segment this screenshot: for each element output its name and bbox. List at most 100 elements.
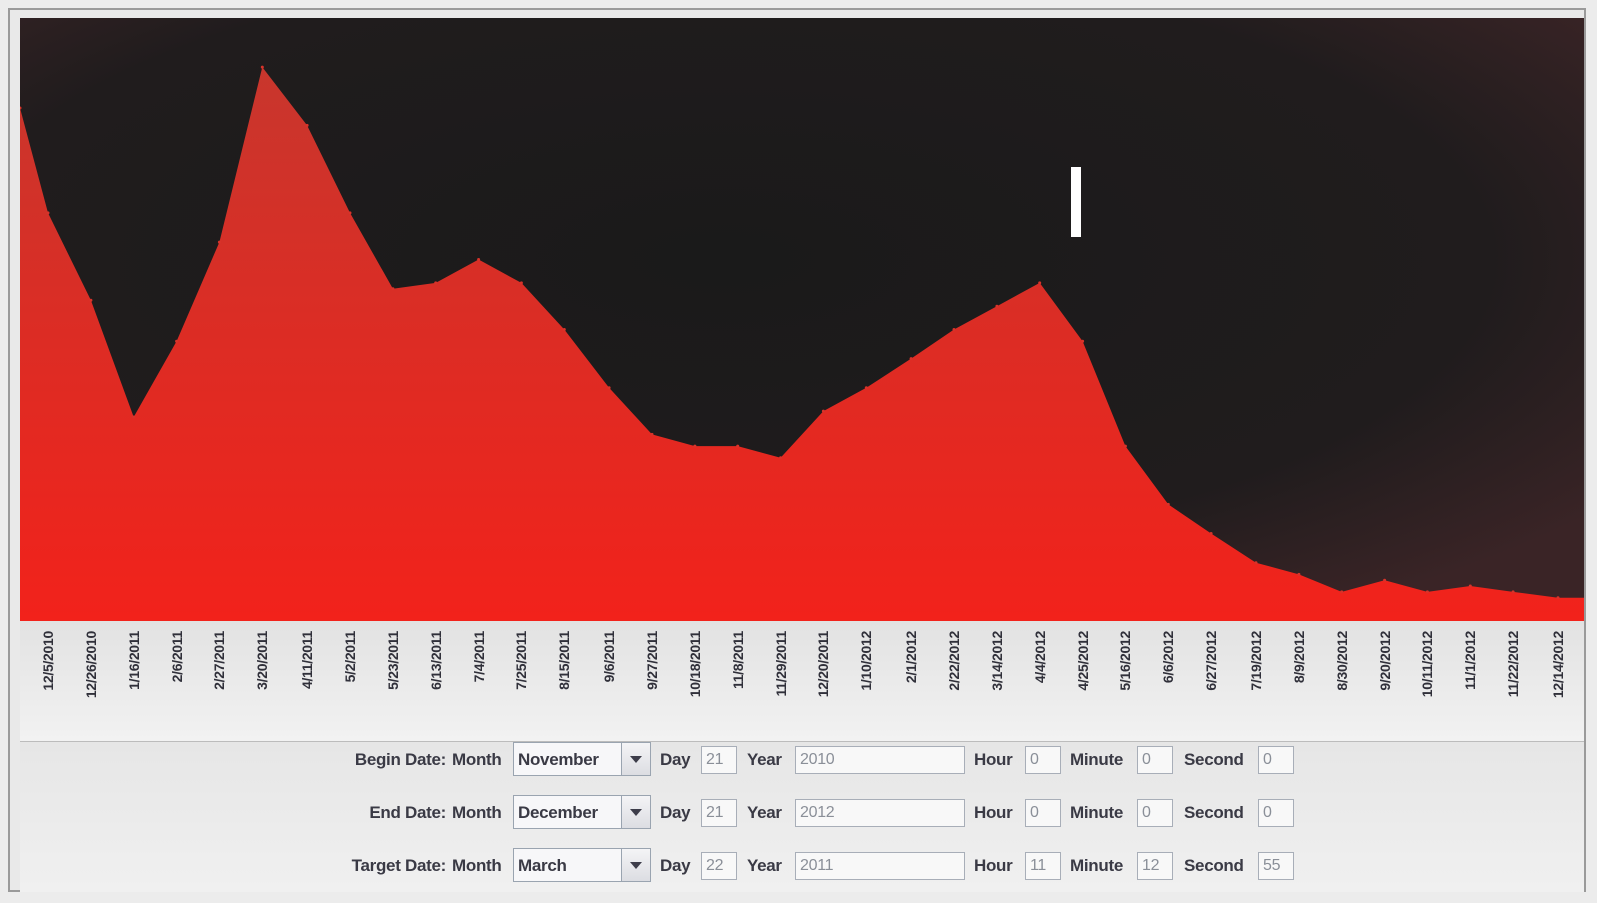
x-tick-label: 6/6/2012: [1160, 631, 1177, 684]
x-tick-label: 6/13/2011: [427, 631, 444, 690]
begin-minute-field[interactable]: 0: [1137, 746, 1173, 774]
x-tick-label: 9/6/2011: [601, 631, 618, 683]
end-day-label: Day: [660, 803, 691, 822]
x-tick-label: 4/4/2012: [1031, 631, 1048, 684]
x-tick-label: 4/25/2012: [1074, 631, 1091, 691]
end-year-label: Year: [747, 803, 782, 822]
target-minute-label: Minute: [1070, 856, 1123, 875]
begin-day-label: Day: [660, 750, 691, 769]
x-tick-label: 3/20/2011: [254, 631, 271, 690]
text-cursor-icon: [1071, 167, 1081, 237]
begin-year-field[interactable]: 2010: [795, 746, 965, 774]
x-tick-label: 8/9/2012: [1290, 631, 1307, 684]
target-hour-field[interactable]: 11: [1025, 852, 1061, 880]
data-point: [434, 281, 438, 285]
data-point: [89, 298, 93, 302]
x-tick-label: 4/11/2011: [299, 631, 316, 690]
chevron-down-icon[interactable]: [621, 849, 650, 881]
x-tick-label: 11/29/2011: [772, 631, 789, 697]
data-point: [1468, 584, 1472, 588]
x-tick-label: 7/4/2011: [470, 631, 487, 683]
data-point: [821, 409, 825, 413]
x-tick-label: 12/14/2012: [1550, 631, 1566, 699]
data-point: [1038, 281, 1042, 285]
x-tick-label: 5/2/2011: [342, 631, 358, 683]
target-day-label: Day: [660, 856, 691, 875]
begin-second-field[interactable]: 0: [1258, 746, 1294, 774]
chevron-down-icon[interactable]: [621, 743, 650, 775]
x-axis: 12/5/2010 12/26/2010 1/16/2011 2/6/2011 2/27…: [20, 621, 1584, 742]
end-month-value: December: [518, 803, 598, 822]
data-point: [909, 357, 913, 361]
target-month-label: Month: [452, 856, 502, 875]
x-tick-label: 1/10/2012: [858, 631, 875, 691]
end-year-field[interactable]: 2012: [795, 799, 965, 827]
x-tick-label: 5/16/2012: [1117, 631, 1134, 691]
end-minute-field[interactable]: 0: [1137, 799, 1173, 827]
x-tick-label: 9/27/2011: [644, 631, 660, 690]
target-month-select[interactable]: March: [513, 848, 651, 882]
x-tick-label: 10/18/2011: [686, 631, 703, 698]
data-point: [1166, 502, 1170, 506]
data-point: [1340, 590, 1344, 594]
data-point: [1383, 578, 1387, 582]
x-tick-label: 8/15/2011: [556, 631, 573, 690]
data-point: [20, 106, 22, 110]
target-year-label: Year: [747, 856, 782, 875]
data-point: [1556, 596, 1560, 600]
end-month-select[interactable]: December: [513, 795, 651, 829]
begin-minute-label: Minute: [1070, 750, 1123, 769]
end-date-label: End Date:: [369, 803, 446, 822]
data-point: [348, 211, 352, 215]
begin-date-row: Begin Date: Month November Day 21 Year 2…: [20, 742, 1584, 778]
data-point: [693, 444, 697, 448]
x-tick-label: 5/23/2011: [384, 631, 401, 690]
begin-day-field[interactable]: 21: [701, 746, 737, 774]
x-tick-label: 1/16/2011: [125, 631, 142, 690]
x-tick-label: 7/19/2012: [1248, 631, 1264, 691]
data-point: [1425, 590, 1429, 594]
data-point: [1209, 532, 1213, 535]
begin-month-select[interactable]: November: [513, 742, 651, 776]
end-second-field[interactable]: 0: [1258, 799, 1294, 827]
data-point: [217, 240, 221, 244]
begin-month-label: Month: [452, 750, 502, 769]
end-month-label: Month: [452, 803, 502, 822]
end-minute-label: Minute: [1070, 803, 1123, 822]
x-tick-label: 6/27/2012: [1203, 631, 1220, 691]
data-point: [46, 211, 50, 215]
target-second-field[interactable]: 55: [1258, 852, 1294, 880]
begin-month-value: November: [518, 750, 599, 769]
data-point: [132, 415, 136, 419]
chevron-down-icon[interactable]: [621, 796, 650, 828]
target-year-field[interactable]: 2011: [795, 852, 965, 880]
data-point: [305, 123, 309, 127]
end-day-field[interactable]: 21: [701, 799, 737, 827]
x-tick-label: 11/8/2011: [729, 631, 746, 690]
date-controls-panel: Begin Date: Month November Day 21 Year 2…: [20, 742, 1584, 892]
x-tick-label: 2/22/2012: [946, 631, 962, 691]
x-tick-label: 3/14/2012: [988, 631, 1005, 691]
x-tick-label: 11/22/2012: [1505, 631, 1522, 698]
target-minute-field[interactable]: 12: [1137, 852, 1173, 880]
end-second-label: Second: [1184, 803, 1244, 822]
data-point: [1254, 561, 1258, 565]
data-point: [477, 258, 481, 261]
end-hour-field[interactable]: 0: [1025, 799, 1061, 827]
data-point: [260, 65, 264, 69]
begin-hour-field[interactable]: 0: [1025, 746, 1061, 774]
x-tick-label: 9/20/2012: [1376, 631, 1393, 691]
begin-date-label: Begin Date:: [354, 750, 446, 769]
data-point: [650, 432, 654, 436]
x-tick-label: 12/26/2010: [82, 631, 99, 699]
target-day-field[interactable]: 22: [701, 852, 737, 880]
x-tick-label: 10/11/2012: [1419, 631, 1436, 698]
data-point: [1297, 572, 1301, 576]
target-month-value: March: [518, 856, 567, 875]
application-window: 12/5/2010 12/26/2010 1/16/2011 2/6/2011 2/27…: [8, 8, 1586, 892]
series-area: [20, 67, 1584, 621]
data-point: [391, 287, 395, 291]
data-point: [1123, 444, 1127, 448]
data-point: [995, 304, 999, 308]
begin-year-label: Year: [747, 750, 782, 769]
